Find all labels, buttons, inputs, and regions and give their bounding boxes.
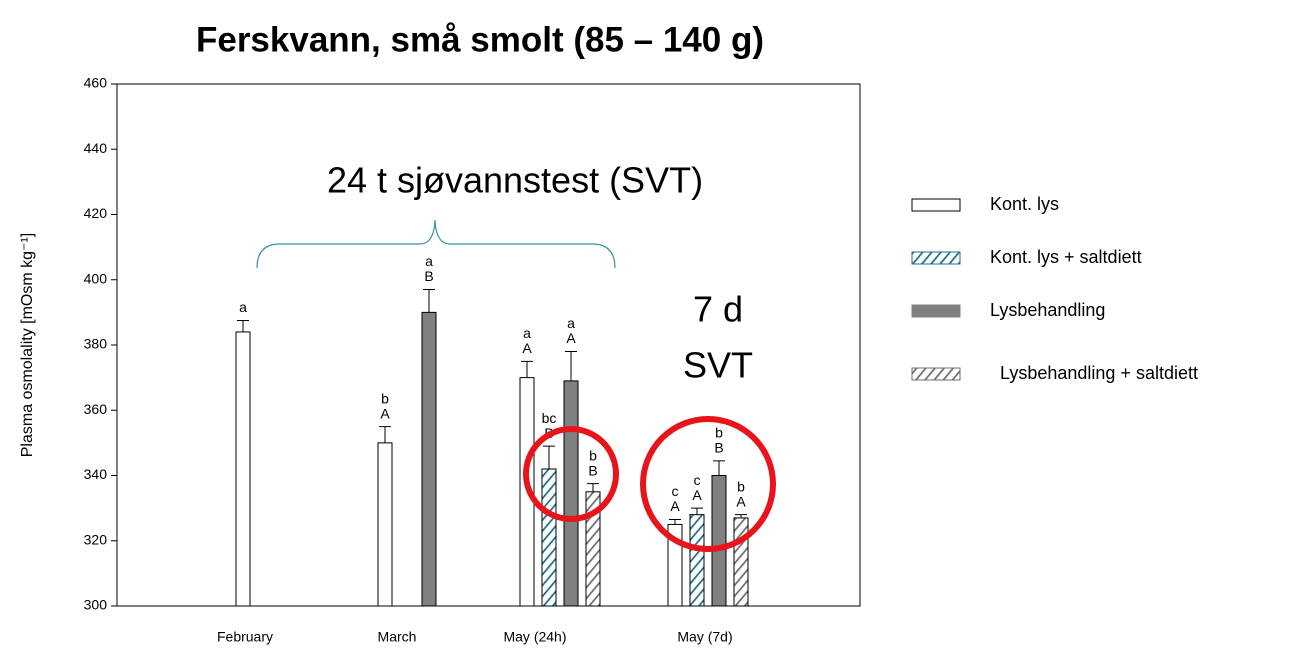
error-bar [669,519,681,525]
significance-letter: A [736,493,746,509]
error-bar [237,320,249,332]
significance-letter: A [692,487,702,503]
significance-letter: B [714,440,723,456]
significance-letter: A [522,340,532,356]
significance-letter: c [672,483,679,499]
x-tick-label: May (24h) [503,629,566,645]
annotation: 24 t sjøvannstest (SVT) [327,160,703,201]
bar [689,514,705,607]
legend-label: Kont. lys + saltdiett [990,247,1142,267]
error-bar [713,460,725,476]
significance-letter: bc [542,410,557,426]
significance-letter: b [589,447,597,463]
significance-letter: A [566,330,576,346]
highlight-circle [523,426,619,522]
y-tick-label: 380 [84,336,108,352]
error-bar [423,289,435,313]
bar [733,517,749,607]
significance-letter: a [523,325,531,341]
y-tick-label: 420 [84,205,108,221]
y-tick-label: 360 [84,401,108,417]
error-bar [521,360,533,378]
significance-letter: c [694,472,701,488]
bracket [256,219,616,269]
legend-label: Lysbehandling [990,300,1105,320]
y-tick-label: 460 [84,75,108,91]
error-bar [735,514,747,518]
bar [563,380,579,607]
legend-swatch [911,198,961,212]
y-tick-label: 440 [84,140,108,156]
significance-letter: b [715,425,723,441]
y-axis-label: Plasma osmolality [mOsm kg⁻¹] [19,233,36,457]
significance-letter: A [380,405,390,421]
significance-letter: B [424,268,433,284]
error-bar [587,483,599,492]
error-bar [543,445,555,469]
annotation: 7 d [693,289,743,330]
error-bar [565,351,577,381]
error-bar [691,507,703,515]
bar [711,475,727,607]
legend-swatch [911,304,961,318]
bar [421,311,437,607]
x-tick-label: March [378,629,417,645]
significance-letter: a [425,253,433,269]
x-tick-label: May (7d) [677,629,732,645]
highlight-circle [640,416,776,552]
significance-letter: b [381,390,389,406]
chart-title: Ferskvann, små smolt (85 – 140 g) [196,20,764,59]
bar [235,331,251,607]
bar [377,442,393,607]
legend-swatch [911,251,961,265]
significance-letter: A [670,498,680,514]
legend-swatch [911,367,961,381]
significance-letter: b [737,478,745,494]
annotation: SVT [683,345,753,386]
significance-letter: a [239,299,247,315]
x-tick-label: February [217,629,273,645]
y-tick-label: 400 [84,270,108,286]
y-tick-label: 300 [84,597,108,613]
error-bar [379,426,391,443]
y-tick-label: 340 [84,466,108,482]
bar [541,468,557,607]
significance-letter: a [567,315,575,331]
significance-letter: B [588,462,597,478]
legend-label: Kont. lys [990,194,1059,214]
legend-label: Lysbehandling + saltdiett [1000,363,1198,383]
y-tick-label: 320 [84,531,108,547]
